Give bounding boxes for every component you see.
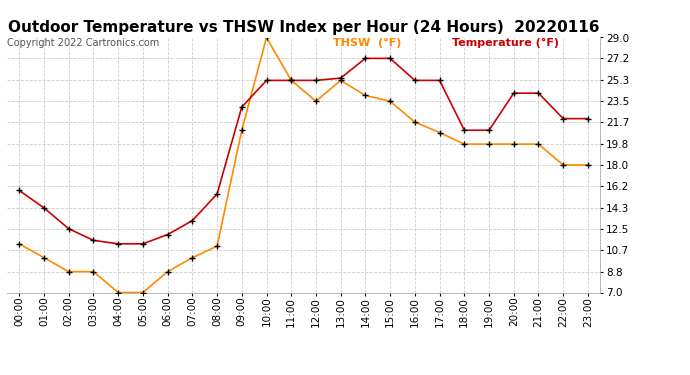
Text: Temperature (°F): Temperature (°F) xyxy=(452,38,559,48)
Text: THSW  (°F): THSW (°F) xyxy=(333,38,402,48)
Text: Copyright 2022 Cartronics.com: Copyright 2022 Cartronics.com xyxy=(7,38,159,48)
Title: Outdoor Temperature vs THSW Index per Hour (24 Hours)  20220116: Outdoor Temperature vs THSW Index per Ho… xyxy=(8,20,600,35)
